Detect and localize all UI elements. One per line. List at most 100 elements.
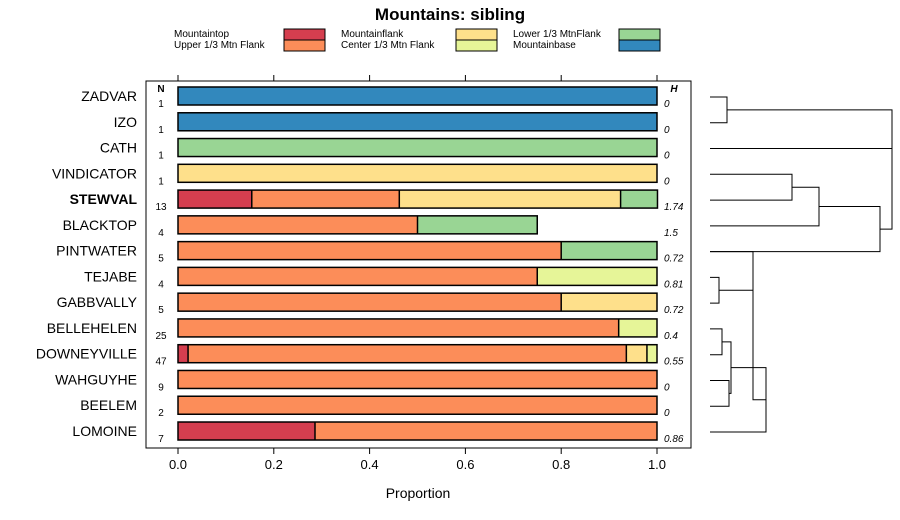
row-label: PINTWATER	[56, 243, 137, 259]
row-n-value: 1	[158, 99, 164, 110]
x-tick-label: 0.0	[169, 457, 187, 472]
bar-row: STEWVAL 13 1.74	[70, 189, 684, 213]
row-n-value: 2	[158, 408, 164, 419]
row-n-value: 47	[155, 357, 167, 368]
legend-label: Lower 1/3 MtnFlank	[513, 29, 602, 40]
bar-segment	[178, 293, 562, 312]
row-n-value: 9	[158, 382, 164, 393]
row-h-value: 0	[664, 99, 670, 110]
row-label: ZADVAR	[81, 88, 137, 104]
legend-swatch	[618, 39, 661, 52]
chart-title: Mountains: sibling	[375, 5, 525, 24]
row-h-value: 0.81	[664, 279, 683, 290]
legend-swatch	[283, 39, 326, 52]
dendrogram-branch	[710, 379, 730, 407]
row-h-value: 0.86	[664, 434, 684, 445]
bar-outline	[177, 215, 538, 235]
row-h-value: 0	[664, 382, 670, 393]
bar-segment	[178, 87, 657, 105]
bar-segment	[188, 344, 627, 363]
row-label: TEJABE	[84, 268, 137, 284]
legend-label: Center 1/3 Mtn Flank	[341, 40, 435, 51]
row-n-value: 7	[158, 434, 164, 445]
row-h-value: 0.4	[664, 331, 678, 342]
dendrogram-branch	[727, 109, 893, 230]
bar-segment	[178, 190, 252, 209]
bar-row: CATH 1 0	[100, 137, 670, 162]
bar-outline	[177, 266, 658, 287]
dendrogram-branch	[710, 276, 720, 304]
bar-outline	[177, 86, 658, 106]
row-h-value: 0	[664, 151, 670, 162]
bar-row: TEJABE 4 0.81	[84, 266, 683, 290]
row-h-value: 0.72	[664, 254, 684, 265]
bar-row: LOMOINE 7 0.86	[72, 421, 684, 445]
bar-row: PINTWATER 5 0.72	[56, 240, 684, 265]
bar-row: BEELEM 2 0	[80, 395, 670, 419]
legend-swatch	[455, 39, 498, 52]
row-h-value: 0	[664, 125, 670, 136]
bar-segment	[646, 344, 657, 363]
row-label: BELLEHELEN	[47, 320, 137, 336]
bar-row: ZADVAR 1 0	[81, 86, 670, 110]
row-label: LOMOINE	[72, 423, 137, 439]
row-label: WAHGUYHE	[55, 371, 137, 387]
x-tick-label: 0.2	[265, 457, 283, 472]
bar-segment	[178, 396, 657, 415]
bar-outline	[177, 240, 658, 261]
x-axis-label: Proportion	[386, 485, 451, 501]
row-label: IZO	[114, 114, 137, 130]
bar-outline	[177, 292, 658, 312]
h-column-header: H	[670, 84, 678, 95]
bar-outline	[177, 318, 658, 338]
row-n-value: 25	[155, 331, 167, 342]
row-label: VINDICATOR	[52, 165, 137, 181]
bar-segment	[178, 241, 562, 260]
row-n-value: 4	[158, 228, 164, 239]
dendrogram-branch	[710, 251, 754, 346]
row-h-value: 1.5	[664, 228, 678, 239]
bar-rows: ZADVAR 1 0 IZO 1 0 CATH 1 0 VINDICATOR 1 0 STEWVAL 13…	[36, 86, 684, 445]
bar-segment	[178, 370, 657, 389]
bar-outline	[177, 395, 658, 415]
row-label: CATH	[100, 140, 137, 156]
dendrogram-branch	[710, 186, 820, 227]
bar-outline	[177, 343, 658, 364]
row-n-value: 5	[158, 254, 164, 265]
bar-segment	[537, 267, 657, 286]
dendrogram-branch	[710, 206, 881, 253]
bar-segment	[417, 215, 538, 234]
plot-frame	[145, 80, 692, 449]
bar-segment	[561, 293, 657, 312]
x-tick-label: 0.4	[361, 457, 379, 472]
bar-segment	[618, 318, 657, 337]
bar-segment	[178, 422, 315, 441]
bar-segment	[178, 138, 657, 157]
bar-segment	[620, 190, 658, 209]
bar-row: VINDICATOR 1 0	[52, 163, 670, 187]
row-n-value: 1	[158, 176, 164, 187]
x-tick-label: 1.0	[648, 457, 666, 472]
bar-outline	[177, 369, 658, 390]
dendrogram-branch	[722, 341, 732, 394]
dendrogram-branch	[710, 96, 728, 124]
row-n-value: 4	[158, 279, 164, 290]
row-h-value: 0	[664, 176, 670, 187]
row-h-value: 0	[664, 408, 670, 419]
bar-segment	[178, 318, 619, 337]
bar-row: WAHGUYHE 9 0	[55, 369, 670, 393]
x-axis: 0.0 0.2 0.4 0.6 0.8 1.0	[169, 75, 666, 472]
bar-outline	[177, 189, 659, 209]
bar-row: BELLEHELEN 25 0.4	[47, 318, 678, 342]
bar-row: GABBVALLY 5 0.72	[57, 292, 684, 316]
bar-segment	[314, 422, 657, 441]
bar-segment	[399, 190, 621, 209]
legend-label: Mountainflank	[341, 29, 404, 40]
row-label: DOWNEYVILLE	[36, 346, 137, 362]
bar-row: IZO 1 0	[114, 112, 670, 136]
bar-outline	[177, 137, 658, 158]
row-h-value: 0.55	[664, 357, 684, 368]
bar-segment	[251, 190, 400, 209]
bar-outline	[177, 112, 658, 132]
